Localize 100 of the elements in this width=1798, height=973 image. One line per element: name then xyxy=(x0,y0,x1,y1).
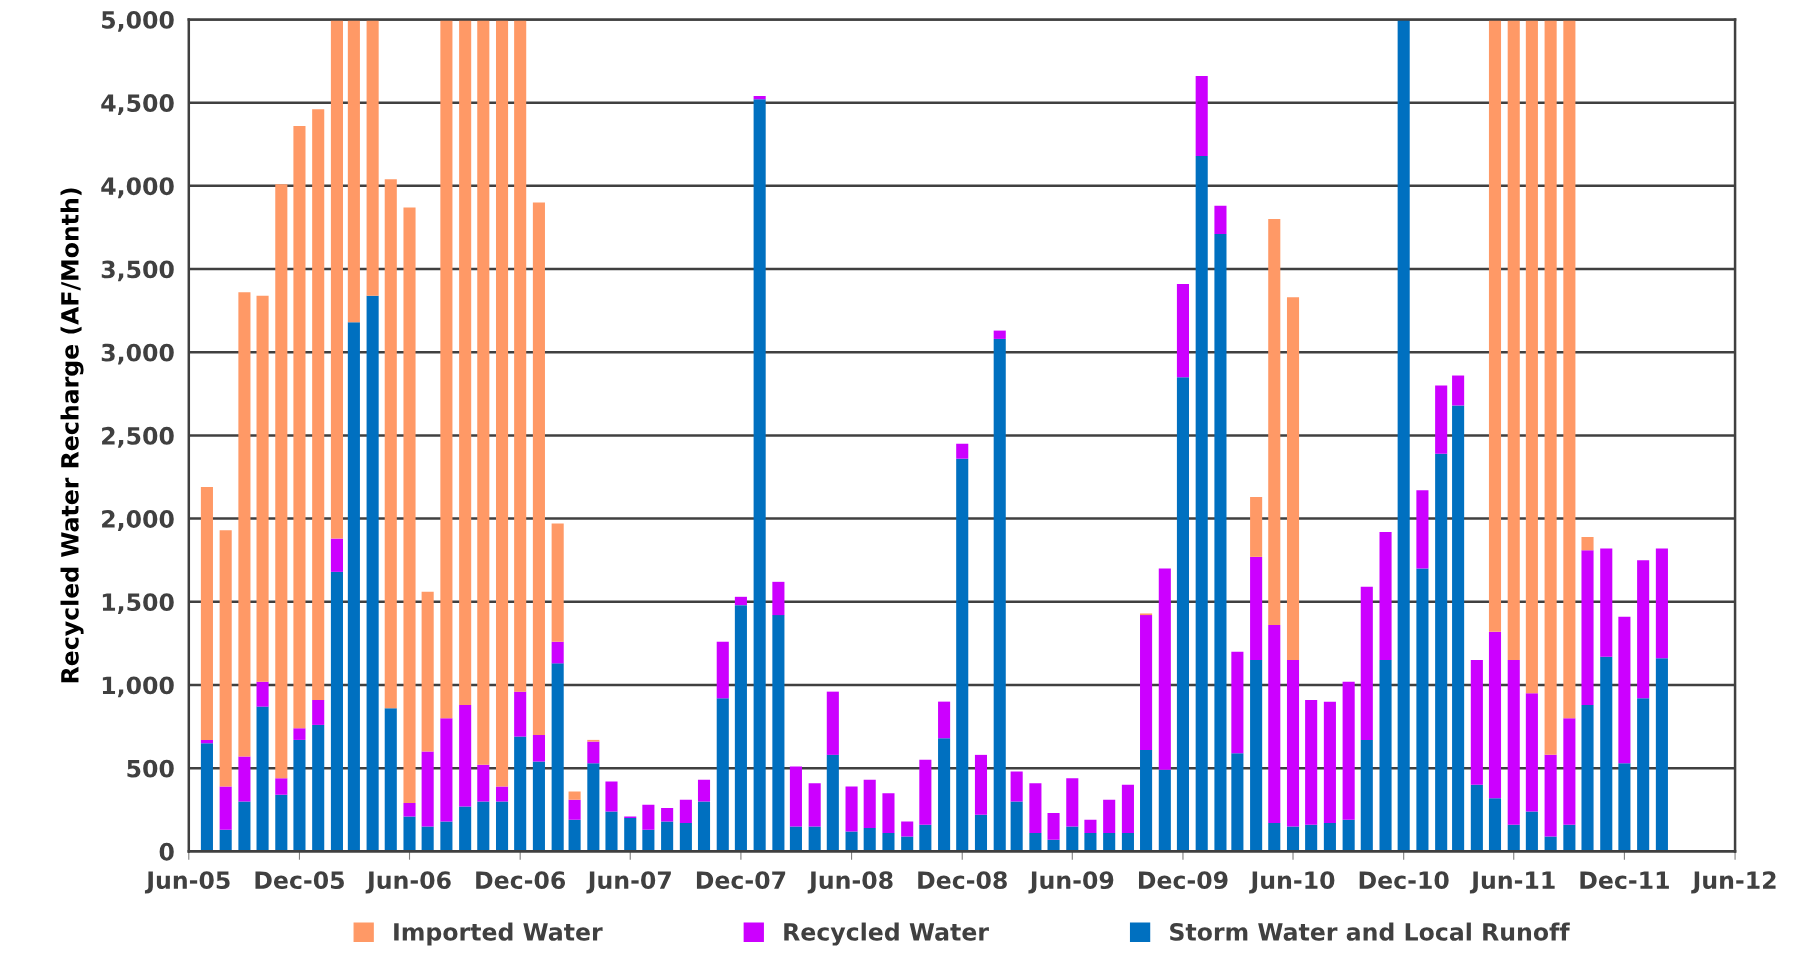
bar xyxy=(1379,531,1392,661)
bar xyxy=(1268,823,1281,852)
bar xyxy=(938,738,951,852)
bar xyxy=(1581,536,1594,551)
bar xyxy=(605,811,618,852)
bar xyxy=(514,691,527,737)
bar xyxy=(679,823,692,852)
bar xyxy=(1488,631,1502,799)
bar xyxy=(661,821,674,852)
bar xyxy=(238,292,251,757)
x-tick-label: Dec-09 xyxy=(1138,871,1228,890)
bar xyxy=(1544,836,1557,852)
bar xyxy=(1250,496,1263,557)
bar xyxy=(312,699,325,725)
bar xyxy=(882,833,895,852)
bar xyxy=(974,814,988,852)
bar xyxy=(440,821,453,852)
x-tick-label: Dec-07 xyxy=(696,871,786,890)
bar xyxy=(1158,769,1171,852)
bar xyxy=(753,96,766,100)
y-tick-label: 2,000 xyxy=(102,510,174,531)
bar xyxy=(568,799,581,820)
y-tick-label: 5,000 xyxy=(102,10,174,32)
bar xyxy=(551,663,564,852)
bar xyxy=(956,458,969,852)
bar xyxy=(808,783,821,827)
bar xyxy=(587,741,600,764)
x-tick-label: Jun-12 xyxy=(1691,871,1776,894)
bar xyxy=(403,803,416,817)
bar xyxy=(532,761,545,852)
bar xyxy=(956,443,969,459)
bar xyxy=(459,19,472,705)
bar xyxy=(808,826,821,852)
bar xyxy=(403,816,416,852)
bar xyxy=(1323,823,1336,852)
bar xyxy=(219,786,232,830)
bar xyxy=(845,831,858,852)
bar xyxy=(1066,826,1079,852)
bar xyxy=(514,19,527,692)
bar xyxy=(1470,660,1483,785)
bar xyxy=(1655,658,1668,852)
bar xyxy=(1268,219,1281,626)
bar xyxy=(1637,698,1650,852)
bar xyxy=(587,763,600,852)
bar xyxy=(1600,656,1613,852)
bar xyxy=(1360,739,1373,852)
bar xyxy=(477,801,490,852)
bar xyxy=(1305,824,1318,852)
bar xyxy=(275,778,288,795)
bar xyxy=(826,691,839,755)
bar xyxy=(312,724,325,852)
y-tick-label: 4,500 xyxy=(101,94,174,115)
bar xyxy=(772,615,785,852)
bar xyxy=(1507,660,1520,825)
bar xyxy=(384,179,397,709)
bar xyxy=(1544,754,1557,837)
bar xyxy=(238,801,251,852)
bar xyxy=(1029,783,1042,834)
y-tick-label: 3,500 xyxy=(101,260,174,282)
bar xyxy=(1452,405,1465,852)
bar xyxy=(1618,616,1631,764)
x-tick-label: Jun-11 xyxy=(1469,871,1555,894)
legend-label: Storm Water and Local Runoff xyxy=(1170,922,1570,941)
bar xyxy=(1581,550,1594,705)
bar xyxy=(1140,749,1153,852)
bar xyxy=(347,322,360,852)
bar xyxy=(1397,19,1410,852)
bar xyxy=(1103,833,1116,852)
legend-label: Recycled Water xyxy=(784,922,989,946)
bar xyxy=(1525,19,1538,694)
x-tick-label: Dec-08 xyxy=(918,871,1007,890)
bar xyxy=(679,799,692,824)
bar xyxy=(256,706,269,852)
bar xyxy=(1195,155,1208,852)
bar xyxy=(1581,704,1594,852)
bar xyxy=(1214,234,1227,852)
bar xyxy=(772,581,785,616)
x-tick-label: Dec-06 xyxy=(476,871,566,890)
legend-label: Imported Water xyxy=(394,922,603,946)
bar xyxy=(421,591,434,752)
y-axis-title: Recycled Water Recharge (AF/Month) xyxy=(60,188,84,683)
bar xyxy=(256,681,269,707)
bar xyxy=(330,571,343,852)
bar xyxy=(1618,763,1631,852)
bar xyxy=(495,19,509,787)
bar xyxy=(293,739,306,852)
bar xyxy=(514,736,527,852)
y-tick-label: 3,000 xyxy=(101,343,174,365)
bar xyxy=(1121,833,1134,852)
bar xyxy=(1286,826,1300,852)
bar xyxy=(1416,490,1429,569)
bar xyxy=(477,19,490,765)
x-tick-label: Jun-06 xyxy=(365,871,451,894)
bar xyxy=(901,821,914,837)
bar xyxy=(919,759,932,825)
bar xyxy=(384,708,397,852)
x-tick-label: Dec-05 xyxy=(255,871,344,890)
bar xyxy=(1286,660,1300,827)
bar xyxy=(1563,19,1576,719)
bar xyxy=(459,704,472,807)
